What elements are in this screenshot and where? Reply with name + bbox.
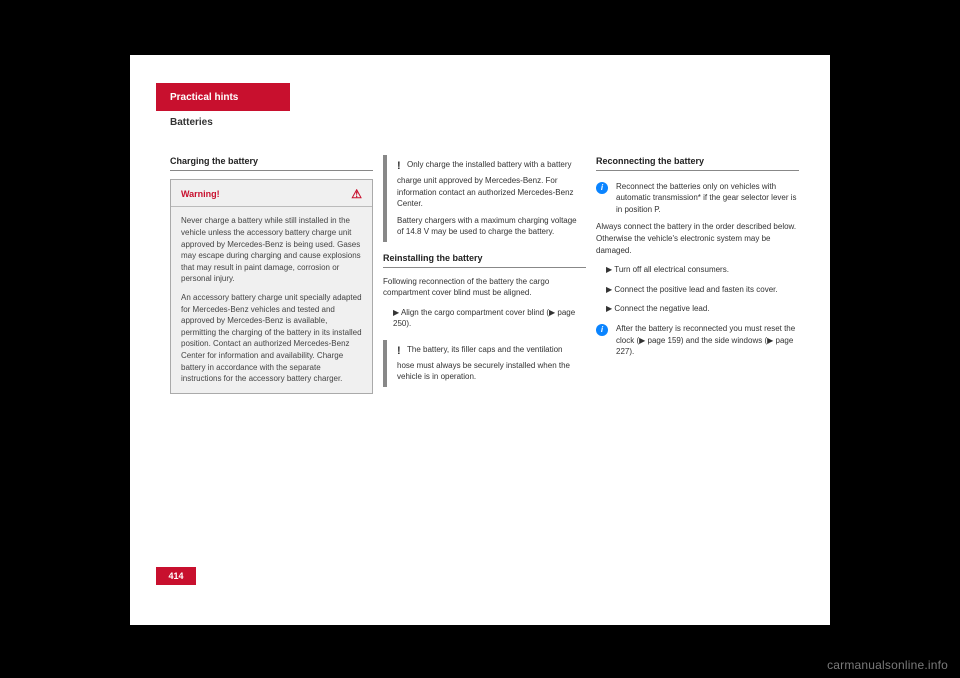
column-1: Charging the battery Warning! ⚠ Never ch… — [170, 155, 373, 394]
info-row: i After the battery is reconnected you m… — [596, 323, 799, 358]
warning-title: Warning! — [181, 188, 220, 201]
info-text: Reconnect the batteries only on vehicles… — [616, 181, 799, 216]
warning-header: Warning! ⚠ — [171, 180, 372, 208]
step-item: ▶ Connect the positive lead and fasten i… — [596, 284, 799, 296]
step-item: ▶ Align the cargo compartment cover blin… — [383, 307, 586, 330]
note-box: !The battery, its filler caps and the ve… — [383, 340, 586, 387]
page-subtitle: Batteries — [170, 117, 213, 128]
step-text: Turn off all electrical consumers. — [614, 265, 729, 274]
page-number: 414 — [156, 567, 196, 585]
info-icon: i — [596, 182, 608, 194]
watermark: carmanualsonline.info — [827, 658, 948, 672]
note-icon: ! — [397, 344, 407, 360]
section-heading: Reinstalling the battery — [383, 252, 586, 268]
body-paragraph: Always connect the battery in the order … — [596, 221, 799, 256]
warning-box: Warning! ⚠ Never charge a battery while … — [170, 179, 373, 394]
manual-page: Practical hints Batteries Charging the b… — [130, 55, 830, 625]
step-text: Connect the negative lead. — [614, 304, 709, 313]
note-text: Only charge the installed battery with a… — [397, 160, 574, 208]
chapter-title: Practical hints — [170, 92, 238, 103]
info-text: After the battery is reconnected you mus… — [616, 323, 799, 358]
warning-body: Never charge a battery while still insta… — [171, 207, 372, 392]
chapter-tab: Practical hints — [156, 83, 290, 111]
column-2: !Only charge the installed battery with … — [383, 155, 586, 397]
column-3: Reconnecting the battery i Reconnect the… — [596, 155, 799, 364]
step-item: ▶ Turn off all electrical consumers. — [596, 264, 799, 276]
section-heading: Charging the battery — [170, 155, 373, 171]
body-paragraph: Following reconnection of the battery th… — [383, 276, 586, 299]
info-row: i Reconnect the batteries only on vehicl… — [596, 181, 799, 216]
warning-icon: ⚠ — [351, 186, 362, 203]
step-item: ▶ Connect the negative lead. — [596, 303, 799, 315]
info-icon: i — [596, 324, 608, 336]
note-text: Battery chargers with a maximum charging… — [397, 215, 578, 238]
warning-paragraph: Never charge a battery while still insta… — [181, 215, 362, 285]
step-text: Connect the positive lead and fasten its… — [614, 285, 777, 294]
note-text: The battery, its filler caps and the ven… — [397, 345, 570, 382]
warning-paragraph: An accessory battery charge unit special… — [181, 292, 362, 385]
step-text: Align the cargo compartment cover blind … — [393, 308, 575, 329]
note-box: !Only charge the installed battery with … — [383, 155, 586, 242]
note-icon: ! — [397, 159, 407, 175]
section-heading: Reconnecting the battery — [596, 155, 799, 171]
